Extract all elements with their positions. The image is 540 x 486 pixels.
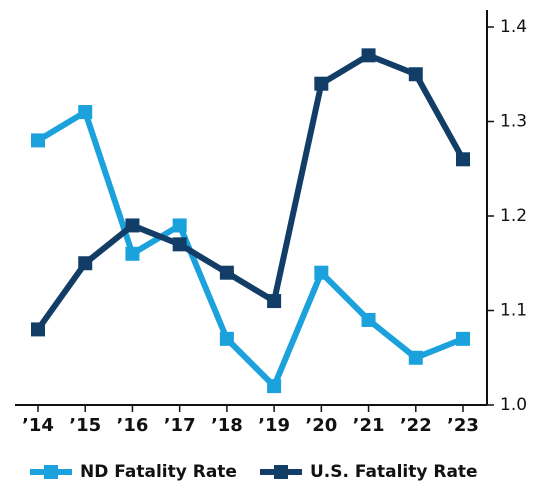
point-marker	[78, 256, 93, 271]
y-tick-label: 1.1	[500, 301, 527, 321]
legend-label: U.S. Fatality Rate	[310, 462, 478, 482]
y-tick-label: 1.4	[500, 17, 527, 37]
point-marker	[408, 350, 423, 365]
x-tick-label: ’16	[116, 415, 148, 436]
point-marker	[314, 265, 329, 280]
point-marker	[314, 76, 329, 91]
y-tick-label: 1.2	[500, 206, 527, 226]
x-tick-label: ’21	[353, 415, 385, 436]
point-marker	[456, 331, 470, 346]
y-tick-label: 1.0	[500, 395, 527, 415]
x-tick-label: ’18	[211, 415, 243, 436]
x-tick-label: ’22	[400, 415, 432, 436]
x-tick-label: ’14	[22, 415, 54, 436]
x-tick-label: ’23	[447, 415, 479, 436]
point-marker	[31, 322, 45, 337]
y-tick-label: 1.3	[500, 112, 527, 132]
series-line	[35, 52, 466, 332]
point-marker	[361, 312, 376, 327]
point-marker	[361, 48, 376, 63]
point-marker	[267, 294, 282, 309]
legend-marker	[274, 465, 288, 479]
point-marker	[219, 331, 234, 346]
point-marker	[172, 237, 187, 252]
x-tick-label: ’20	[305, 415, 337, 436]
point-marker	[267, 379, 282, 394]
point-marker	[408, 67, 423, 82]
point-marker	[125, 218, 140, 233]
series-line	[36, 109, 465, 390]
x-tick-label: ’15	[69, 415, 101, 436]
point-marker	[172, 218, 187, 233]
point-marker	[31, 133, 45, 148]
legend-marker	[44, 465, 58, 479]
x-tick-label: ’17	[164, 415, 196, 436]
point-marker	[78, 105, 93, 120]
point-marker	[456, 152, 470, 167]
point-marker	[125, 246, 140, 261]
x-tick-label: ’19	[258, 415, 290, 436]
point-marker	[219, 265, 234, 280]
legend-label: ND Fatality Rate	[80, 462, 237, 482]
